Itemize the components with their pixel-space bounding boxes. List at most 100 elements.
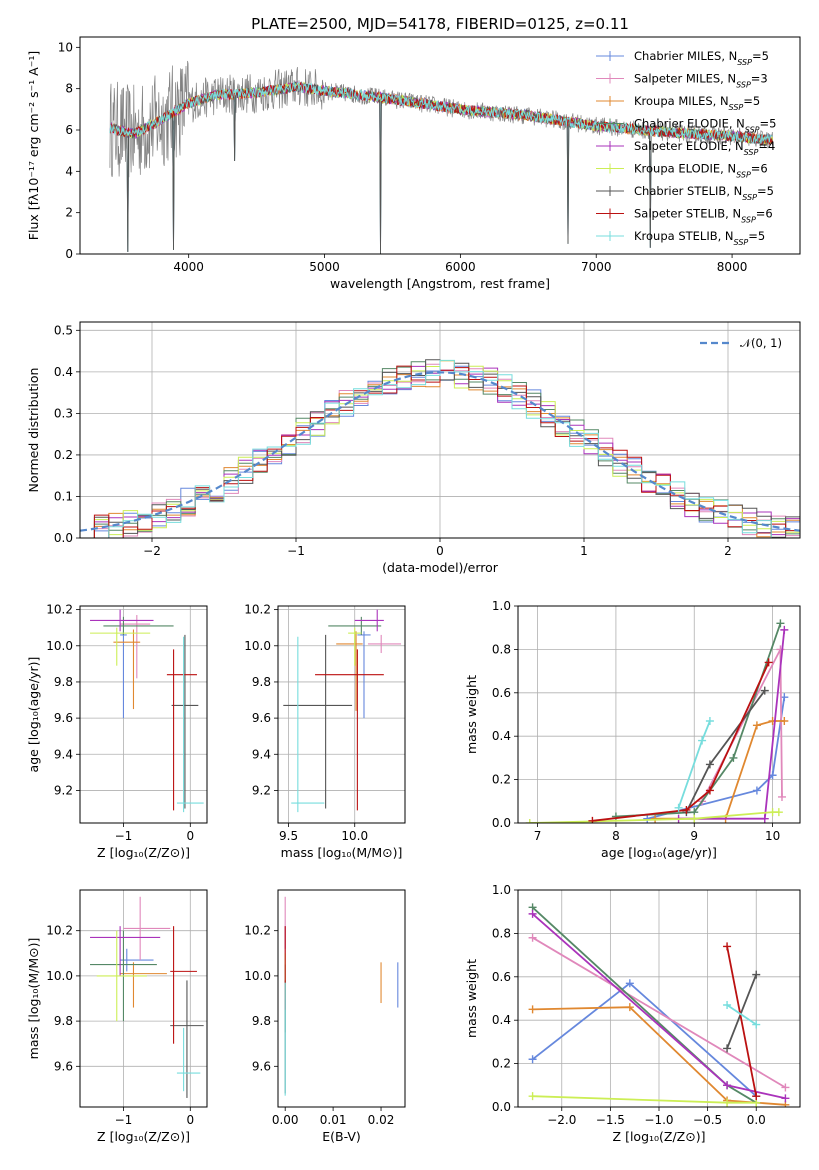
axes-frame-age-vs-z	[79, 605, 208, 824]
y-tick-label: 10.2	[46, 603, 73, 617]
y-tick-label: 0.4	[492, 729, 511, 743]
errorbar-3	[328, 616, 382, 635]
legend-label-6: Chabrier STELIB, NSSP=5	[634, 184, 774, 202]
panel-mass-weight-vs-z: −2.0 −1.5 −1.0 −0.5 0.0 0.0 0.2 0.4 0.6 0.8 1.0 Z […	[464, 883, 801, 1144]
y-tick-label: 10.0	[244, 969, 271, 983]
y-tick-label: 9.8	[54, 1014, 73, 1028]
weight-line-7	[592, 662, 770, 822]
histogram-7	[80, 365, 800, 538]
errorbar-7	[315, 649, 384, 811]
errorbar-7	[170, 926, 197, 1044]
y-tick-label: 10.0	[46, 639, 73, 653]
y-tick-label: 8	[65, 82, 73, 96]
normal-reference-curve	[80, 371, 800, 532]
errorbar-4	[90, 926, 161, 976]
errorbar-1	[123, 896, 171, 961]
weight-marker-3-3	[776, 619, 785, 628]
y-tick-label: 10.2	[244, 603, 271, 617]
residual-legend: 𝒩(0, 1)	[700, 336, 782, 350]
y-tick-label: 9.2	[252, 783, 271, 797]
x-tick-label: −1.5	[596, 1113, 625, 1127]
legend-label-5: Kroupa ELODIE, NSSP=6	[634, 162, 768, 180]
weight-marker-4-0	[528, 909, 537, 918]
axes-frame-mass-vs-ebv	[277, 889, 406, 1108]
x-tick-label: −0.5	[693, 1113, 722, 1127]
weight-line-8	[726, 1004, 757, 1026]
errorbar-5	[348, 627, 362, 666]
plot-area-residuals	[80, 359, 800, 538]
legend-label-3: Chabrier ELODIE, NSSP=5	[634, 117, 776, 135]
y-tick-label: 0.2	[54, 448, 73, 462]
weight-marker-4-2	[780, 625, 789, 634]
errorbar-0	[120, 948, 154, 972]
legend-label-8: Kroupa STELIB, NSSP=5	[634, 229, 765, 247]
x-tick-label: 7000	[581, 260, 612, 274]
x-tick-label: 0	[186, 1113, 194, 1127]
y-tick-label: 9.6	[54, 711, 73, 725]
weight-marker-7-1	[752, 1092, 761, 1101]
weight-marker-2-0	[528, 1005, 537, 1014]
errorbar-8	[176, 636, 204, 813]
histogram-8	[80, 359, 800, 538]
y-tick-label: 0.4	[54, 365, 73, 379]
weight-line-7	[726, 946, 758, 1097]
x-axis-label: (data-model)/error	[382, 560, 499, 575]
weight-line-1	[532, 936, 786, 1089]
y-tick-label: 0.6	[492, 686, 511, 700]
y-tick-label: 9.4	[54, 747, 73, 761]
figure-title: PLATE=2500, MJD=54178, FIBERID=0125, z=0…	[251, 15, 629, 33]
errorbar-4	[354, 609, 384, 632]
y-axis-label: mass weight	[464, 959, 479, 1038]
y-axis-label: Normed distribution	[26, 368, 41, 493]
weight-marker-8-1	[752, 1020, 761, 1029]
y-tick-label: 4	[65, 164, 73, 178]
errorbar-8	[176, 1027, 201, 1092]
x-tick-label: −2.0	[547, 1113, 576, 1127]
weight-marker-1-1	[781, 1083, 790, 1092]
x-tick-label: 2	[724, 544, 732, 558]
weight-marker-6-1	[705, 760, 714, 769]
legend-label-normal: 𝒩(0, 1)	[740, 336, 782, 350]
x-tick-label: 10	[765, 829, 780, 843]
panel-age-vs-mass: 9.5 10.0 9.2 9.4 9.6 9.8 10.0 10.2 mass [log₁₀(M…	[244, 603, 406, 860]
y-tick-label: 0.8	[492, 642, 511, 656]
axes-frame-mass-weight-vs-age	[517, 605, 801, 824]
x-tick-label: 8000	[717, 260, 748, 274]
axes-frame-age-vs-mass	[277, 605, 406, 824]
weight-marker-2-1	[625, 1003, 634, 1012]
weight-marker-6-0	[723, 1044, 732, 1053]
legend-label-4: Salpeter ELODIE, NSSP=4	[634, 139, 775, 157]
plot-area-mass-vs-z	[90, 896, 204, 1098]
y-tick-label: 0.0	[54, 531, 73, 545]
y-tick-label: 0.0	[492, 816, 511, 830]
errorbar-6	[283, 634, 353, 809]
plot-area-mass-weight-vs-age	[525, 619, 789, 823]
weight-marker-4-1	[723, 1081, 732, 1090]
errorbar-5	[96, 930, 147, 1022]
x-tick-label: 6000	[445, 260, 476, 274]
weight-marker-8-0	[674, 803, 683, 812]
y-tick-label: 9.8	[252, 1014, 271, 1028]
plot-area-mass-weight-vs-z	[528, 903, 790, 1107]
y-tick-label: 0.0	[492, 1100, 511, 1114]
weight-marker-5-3	[774, 808, 783, 817]
x-tick-label: 4000	[173, 260, 204, 274]
x-tick-label: 9.5	[279, 829, 298, 843]
spectrum-legend: Chabrier MILES, NSSP=5 Salpeter MILES, NS…	[596, 49, 776, 247]
x-axis-label: age [log₁₀(age/yr)]	[601, 845, 717, 860]
errorbar-2	[120, 962, 167, 1008]
weight-marker-5-0	[528, 1092, 537, 1101]
x-tick-label: 7	[534, 829, 542, 843]
weight-marker-7-2	[705, 786, 714, 795]
weight-marker-6-2	[760, 686, 769, 695]
weight-marker-8-2	[705, 717, 714, 726]
x-tick-label: 0.01	[320, 1113, 347, 1127]
y-tick-label: 0.5	[54, 323, 73, 337]
y-tick-label: 0.1	[54, 489, 73, 503]
errorbar-5	[90, 627, 151, 666]
errorbar-8	[291, 636, 325, 813]
y-tick-label: 1.0	[492, 883, 511, 897]
x-tick-label: 0	[186, 829, 194, 843]
x-tick-label: −1	[115, 829, 133, 843]
x-tick-label: 5000	[309, 260, 340, 274]
